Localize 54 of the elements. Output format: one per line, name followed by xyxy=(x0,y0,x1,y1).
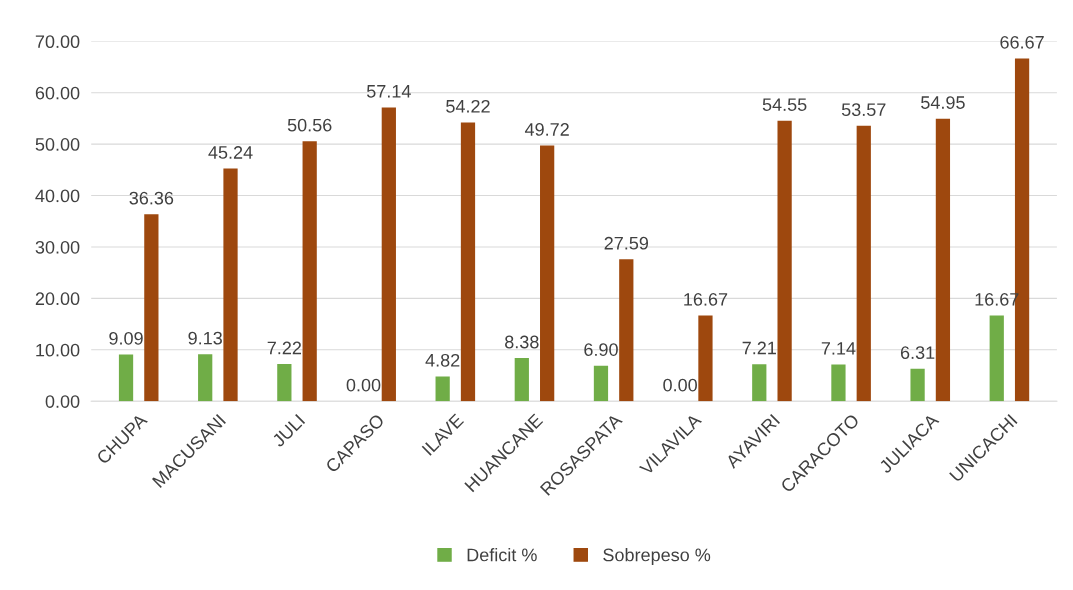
data-label: 50.56 xyxy=(287,118,332,132)
bar xyxy=(698,315,713,402)
data-label: 49.72 xyxy=(524,123,569,136)
y-tick-label: 40.00 xyxy=(35,189,80,203)
y-tick-label: 20.00 xyxy=(35,292,80,306)
bar xyxy=(223,168,238,402)
bar xyxy=(514,358,529,402)
legend-label: Sobrepeso % xyxy=(603,548,711,565)
data-label: 36.36 xyxy=(129,191,174,205)
bar xyxy=(752,364,767,402)
bar xyxy=(302,141,317,402)
y-tick-label: 50.00 xyxy=(35,138,80,151)
legend-label: Deficit % xyxy=(467,548,537,562)
y-tick-label: 70.00 xyxy=(35,35,80,49)
data-label: 7.22 xyxy=(267,341,302,355)
bar xyxy=(619,259,634,402)
data-label: 4.82 xyxy=(425,353,460,367)
y-tick-label: 60.00 xyxy=(35,86,80,100)
data-label: 54.95 xyxy=(921,96,965,109)
bar xyxy=(144,214,159,402)
bar xyxy=(277,364,292,402)
data-label: 0.00 xyxy=(346,378,381,392)
bar xyxy=(540,145,555,402)
data-label: 0.00 xyxy=(663,378,697,392)
y-tick-label: 30.00 xyxy=(35,240,80,254)
bar xyxy=(593,365,609,402)
data-label: 7.21 xyxy=(742,341,776,355)
data-label: 27.59 xyxy=(604,236,649,250)
y-tick-label: 10.00 xyxy=(36,343,80,357)
data-label: 7.14 xyxy=(821,342,856,355)
data-label: 54.55 xyxy=(762,98,807,111)
data-label: 45.24 xyxy=(208,146,253,159)
bar xyxy=(198,354,213,402)
bar xyxy=(118,354,134,402)
bar xyxy=(435,376,450,402)
bar xyxy=(856,125,871,402)
data-label: 8.38 xyxy=(505,335,539,349)
data-label: 16.67 xyxy=(684,292,728,306)
bar xyxy=(460,122,476,402)
bar xyxy=(381,107,396,402)
bar xyxy=(989,315,1004,402)
y-tick-label: 0.00 xyxy=(45,395,80,408)
data-label: 6.90 xyxy=(584,343,618,356)
data-label: 54.22 xyxy=(446,99,490,113)
data-label: 9.13 xyxy=(188,331,222,345)
data-label: 57.14 xyxy=(366,85,411,98)
bar xyxy=(777,120,792,402)
data-label: 9.09 xyxy=(109,331,143,345)
bar xyxy=(935,118,951,402)
data-label: 6.31 xyxy=(900,346,935,360)
data-label: 53.57 xyxy=(841,103,886,117)
data-label: 66.67 xyxy=(1000,35,1044,49)
bar xyxy=(831,364,846,402)
bar xyxy=(910,368,925,402)
